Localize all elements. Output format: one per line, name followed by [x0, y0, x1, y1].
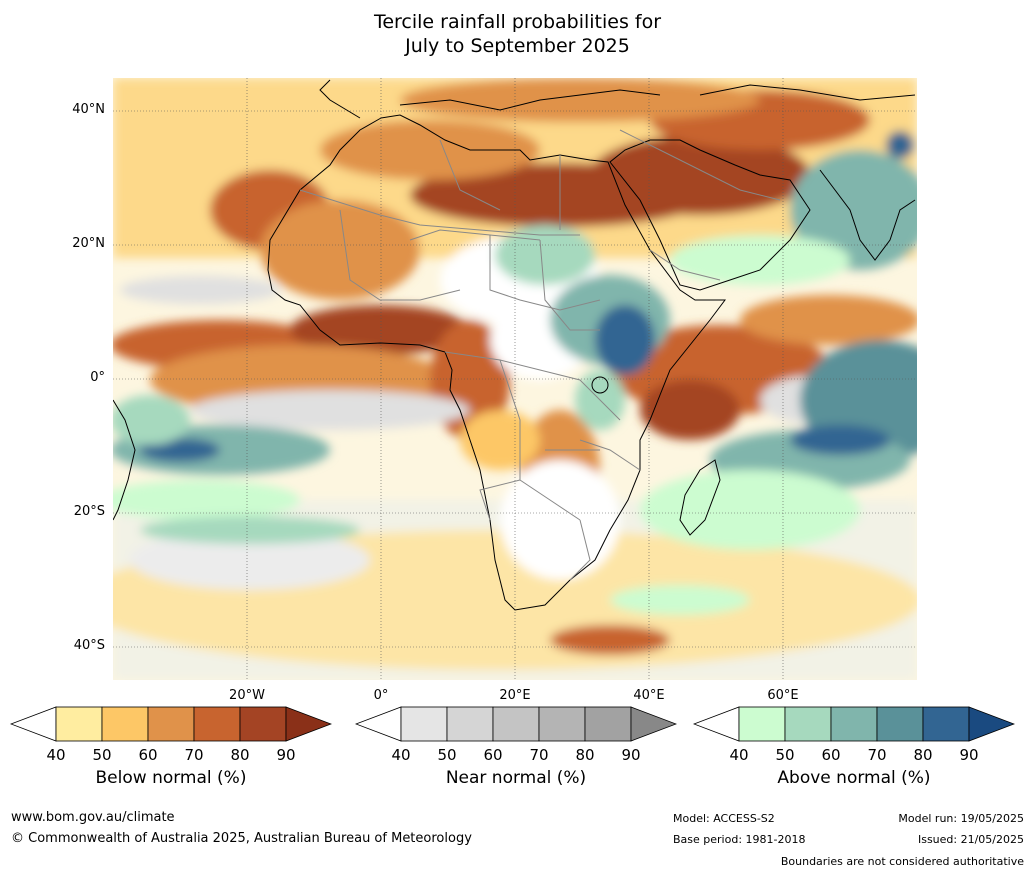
model-run-text: Model run: 19/05/2025 [898, 812, 1024, 825]
colorbar-below-normal-bar [10, 706, 332, 742]
colorbar-tick-label: 70 [867, 746, 887, 764]
colorbar-under-arrow [355, 706, 402, 742]
colorbar-below-normal-ticks: 40 50 60 70 80 90 [10, 744, 332, 764]
colorbar-tick-label: 60 [138, 746, 158, 764]
title-line-1: Tercile rainfall probabilities for [373, 11, 662, 33]
coastlines [113, 79, 916, 611]
website-link[interactable]: www.bom.gov.au/climate [11, 810, 175, 825]
issued-text: Issued: 21/05/2025 [917, 833, 1024, 846]
colorbar-tick-label: 90 [276, 746, 296, 764]
lat-label: 20°S [73, 503, 105, 519]
colorbar-swatch [738, 706, 786, 742]
colorbar-tick-label: 80 [913, 746, 933, 764]
colorbar-tick-label: 40 [391, 746, 411, 764]
base-period-text: Base period: 1981-2018 [673, 833, 806, 846]
colorbar-swatch [538, 706, 586, 742]
colorbar-below-normal-caption: Below normal (%) [95, 768, 247, 788]
colorbar-tick-label: 90 [621, 746, 641, 764]
colorbar-tick-label: 50 [775, 746, 795, 764]
colorbar-over-arrow [968, 706, 1015, 742]
colorbar-tick-label: 60 [821, 746, 841, 764]
colorbar-above-normal-caption: Above normal (%) [777, 768, 931, 788]
colorbar-swatch [446, 706, 494, 742]
lon-label: 40°E [633, 688, 665, 703]
colorbar-near-normal-caption: Near normal (%) [445, 768, 587, 788]
colorbar-over-arrow [285, 706, 332, 742]
colorbar-tick-label: 70 [184, 746, 204, 764]
colorbar-swatch [876, 706, 924, 742]
colorbar-tick-label: 70 [529, 746, 549, 764]
lon-label: 0° [373, 688, 389, 703]
colorbar-swatch [922, 706, 970, 742]
colorbar-swatch [239, 706, 287, 742]
colorbar-tick-label: 50 [92, 746, 112, 764]
colorbar-under-arrow [10, 706, 57, 742]
country-borders [299, 129, 781, 581]
colorbar-above-normal: 40 50 60 70 80 90 Above normal (%) [693, 706, 1015, 788]
rainfall-map [113, 78, 917, 680]
lat-label: 0° [90, 370, 105, 385]
colorbar-swatch [492, 706, 540, 742]
colorbar-below-normal: 40 50 60 70 80 90 Below normal (%) [10, 706, 332, 788]
disclaimer-text: Boundaries are not considered authoritat… [780, 855, 1024, 868]
colorbar-swatch [784, 706, 832, 742]
lon-label: 20°E [499, 688, 531, 703]
colorbar-tick-label: 60 [483, 746, 503, 764]
colorbar-under-arrow [693, 706, 740, 742]
copyright-text: © Commonwealth of Australia 2025, Austra… [11, 831, 472, 846]
colorbar-tick-label: 80 [230, 746, 250, 764]
lat-label: 20°N [72, 236, 105, 252]
colorbar-tick-label: 40 [46, 746, 66, 764]
colorbar-tick-label: 80 [575, 746, 595, 764]
map-title: Tercile rainfall probabilities for July … [0, 10, 1035, 58]
colorbar-near-normal: 40 50 60 70 80 90 Near normal (%) [355, 706, 677, 788]
title-line-2: July to September 2025 [405, 35, 630, 57]
lon-label: 60°E [767, 688, 799, 703]
colorbar-swatch [101, 706, 149, 742]
graticule [113, 78, 917, 680]
colorbar-tick-label: 90 [959, 746, 979, 764]
lat-label: 40°N [72, 102, 105, 118]
colorbar-above-normal-ticks: 40 50 60 70 80 90 [693, 744, 1015, 764]
colorbar-swatch [193, 706, 241, 742]
colorbar-above-normal-bar [693, 706, 1015, 742]
colorbar-tick-label: 40 [729, 746, 749, 764]
colorbar-near-normal-ticks: 40 50 60 70 80 90 [355, 744, 677, 764]
model-text: Model: ACCESS-S2 [673, 812, 775, 825]
colorbar-swatch [400, 706, 448, 742]
colorbar-over-arrow [630, 706, 677, 742]
colorbar-near-normal-bar [355, 706, 677, 742]
colorbar-tick-label: 50 [437, 746, 457, 764]
colorbar-swatch [830, 706, 878, 742]
lon-label: 20°W [229, 688, 265, 703]
colorbar-swatch [584, 706, 632, 742]
lat-label: 40°S [73, 637, 105, 653]
colorbar-swatch [55, 706, 103, 742]
colorbar-swatch [147, 706, 195, 742]
